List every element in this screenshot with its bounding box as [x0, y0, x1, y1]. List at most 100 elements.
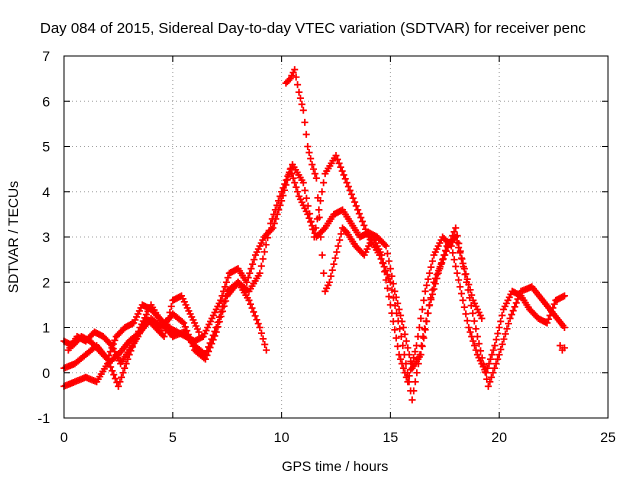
data-point — [394, 342, 402, 350]
data-point — [349, 194, 357, 202]
data-point — [301, 118, 309, 126]
grid-layer — [64, 56, 608, 418]
data-point — [450, 228, 458, 236]
data-point — [494, 355, 502, 363]
data-point — [511, 303, 519, 311]
data-point — [278, 188, 286, 196]
data-point — [475, 340, 483, 348]
data-point — [456, 283, 464, 291]
data-point — [399, 364, 407, 372]
data-point — [203, 351, 211, 359]
data-point — [327, 272, 335, 280]
data-point — [398, 360, 406, 368]
data-point — [249, 260, 257, 268]
x-tick-label: 20 — [491, 429, 507, 445]
data-point — [294, 188, 302, 196]
data-point — [468, 333, 476, 341]
data-point — [486, 378, 494, 386]
data-point — [302, 194, 310, 202]
data-point — [381, 241, 389, 249]
data-point — [410, 354, 418, 362]
data-point — [452, 262, 460, 270]
data-point — [408, 360, 416, 368]
data-point — [455, 276, 463, 284]
data-point — [560, 324, 568, 331]
data-point — [265, 227, 273, 235]
data-point — [447, 242, 455, 250]
data-point — [264, 234, 272, 242]
data-point — [415, 324, 423, 331]
data-point — [459, 263, 467, 271]
data-point — [341, 227, 349, 235]
data-point — [461, 270, 469, 278]
data-point — [355, 210, 363, 218]
data-point — [352, 202, 360, 210]
data-point — [220, 302, 228, 310]
data-point — [508, 311, 516, 319]
data-point — [310, 165, 318, 173]
data-point — [298, 100, 306, 108]
series-sat-track-2 — [60, 152, 568, 404]
data-point — [116, 378, 124, 386]
data-point — [187, 338, 195, 346]
data-point — [506, 314, 514, 322]
series-sat-track-3 — [60, 278, 270, 390]
data-point — [291, 179, 299, 187]
y-tick-label: 3 — [42, 229, 50, 245]
y-tick-label: 0 — [42, 365, 50, 381]
data-point — [465, 324, 473, 331]
data-point — [439, 255, 447, 263]
data-points — [60, 66, 568, 404]
data-point — [318, 188, 326, 196]
data-point — [338, 167, 346, 175]
data-point — [424, 275, 432, 283]
data-point — [452, 224, 460, 232]
data-point — [121, 364, 129, 372]
data-point — [214, 323, 222, 331]
data-point — [257, 262, 265, 270]
data-point — [413, 342, 421, 350]
data-point — [431, 274, 439, 282]
data-point — [261, 340, 269, 348]
data-point — [281, 180, 289, 188]
data-point — [466, 328, 474, 336]
data-point — [467, 302, 475, 310]
data-point — [418, 305, 426, 313]
data-point — [489, 346, 497, 354]
data-point — [360, 221, 368, 229]
data-point — [430, 285, 438, 293]
data-point — [390, 294, 398, 302]
data-point — [334, 155, 342, 163]
data-point — [495, 351, 503, 359]
data-point — [269, 224, 277, 232]
data-point — [428, 286, 436, 294]
data-point — [546, 311, 554, 319]
data-point — [306, 210, 314, 218]
data-point — [550, 300, 558, 308]
data-point — [351, 198, 359, 206]
data-point — [243, 278, 251, 286]
data-point — [470, 317, 478, 325]
data-point — [466, 294, 474, 302]
data-point — [310, 233, 318, 241]
data-point — [435, 267, 443, 275]
data-point — [325, 278, 333, 286]
data-point — [282, 176, 290, 184]
data-point — [556, 342, 564, 350]
data-point — [385, 257, 393, 265]
data-point — [382, 276, 390, 284]
data-point — [208, 340, 216, 348]
data-point — [442, 247, 450, 255]
data-point — [472, 325, 480, 333]
data-point — [308, 161, 316, 169]
data-point — [336, 236, 344, 244]
data-point — [346, 186, 354, 194]
data-point — [423, 281, 431, 289]
data-point — [284, 172, 292, 180]
data-point — [222, 297, 230, 305]
data-point — [222, 278, 230, 286]
data-point — [458, 255, 466, 263]
data-point — [407, 366, 415, 374]
data-point — [317, 233, 325, 241]
data-point — [417, 314, 425, 322]
